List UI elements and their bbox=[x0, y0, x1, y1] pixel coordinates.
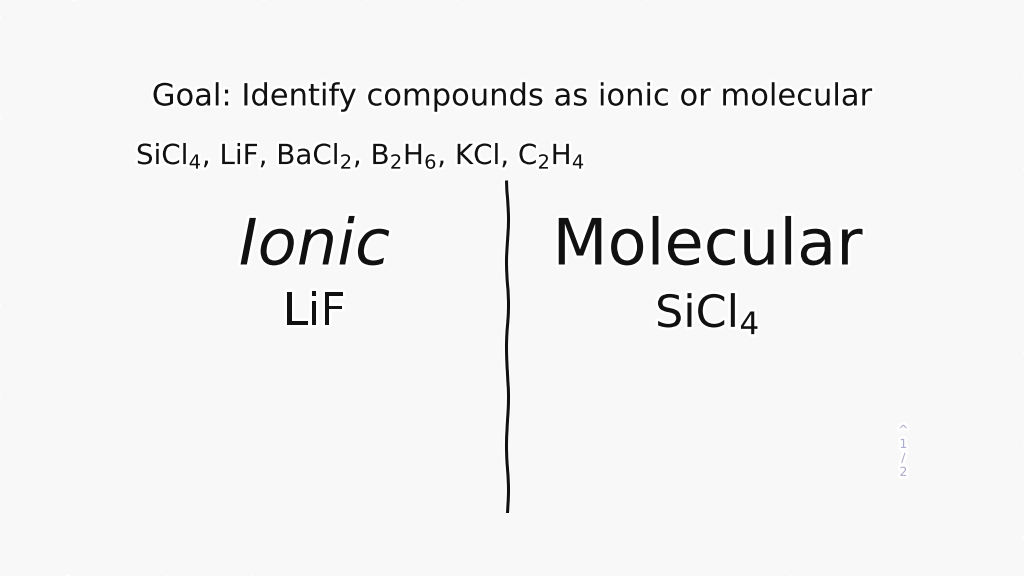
Text: SiCl$_4$: SiCl$_4$ bbox=[655, 291, 760, 336]
Text: Goal: Identify compounds as ionic or molecular: Goal: Identify compounds as ionic or mol… bbox=[152, 82, 870, 111]
Text: LiF: LiF bbox=[283, 291, 346, 334]
Text: Ionic: Ionic bbox=[239, 215, 390, 278]
Text: Molecular: Molecular bbox=[553, 215, 862, 278]
Text: SiCl$_4$, LiF, BaCl$_2$, B$_2$H$_6$, KCl, C$_2$H$_4$: SiCl$_4$, LiF, BaCl$_2$, B$_2$H$_6$, KCl… bbox=[136, 140, 585, 171]
Text: ^
1
/
2: ^ 1 / 2 bbox=[898, 424, 908, 479]
